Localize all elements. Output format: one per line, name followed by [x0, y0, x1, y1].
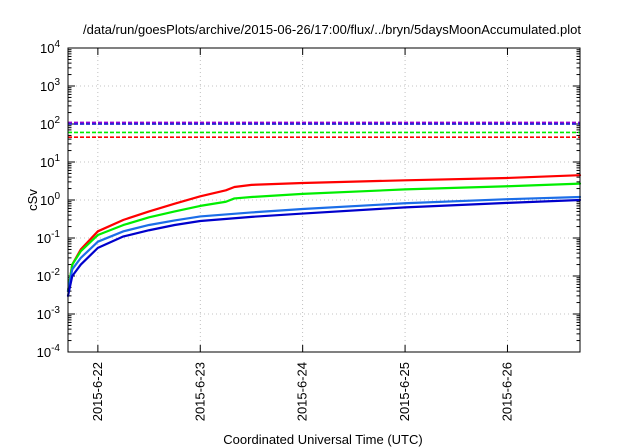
x-axis-label: Coordinated Universal Time (UTC): [223, 432, 422, 447]
y-tick-exponent: 3: [54, 77, 60, 88]
y-tick-base: 10: [40, 117, 54, 132]
y-tick-label: 10-2: [37, 267, 61, 284]
y-tick-base: 10: [37, 307, 51, 322]
x-tick-label: 2015-6-24: [295, 362, 310, 421]
y-tick-exponent: 2: [54, 115, 60, 126]
y-tick-label: 104: [40, 39, 60, 56]
y-tick-base: 10: [37, 231, 51, 246]
series-line: [66, 182, 582, 293]
y-tick-base: 10: [37, 345, 51, 360]
y-tick-exponent: -4: [51, 343, 60, 354]
plot-frame: [67, 47, 581, 353]
y-tick-base: 10: [40, 79, 54, 94]
y-tick-base: 10: [40, 155, 54, 170]
y-tick-label: 10-4: [37, 343, 61, 360]
series-line: [66, 195, 582, 293]
y-axis-label: cSv: [25, 189, 40, 211]
y-tick-base: 10: [37, 269, 51, 284]
y-tick-label: 101: [40, 153, 60, 170]
x-tick-label: 2015-6-25: [397, 362, 412, 421]
chart-title: /data/run/goesPlots/archive/2015-06-26/1…: [83, 22, 581, 37]
y-tick-exponent: 0: [54, 191, 60, 202]
x-tick-label: 2015-6-22: [90, 362, 105, 421]
y-tick-base: 10: [40, 193, 54, 208]
series-line: [66, 174, 582, 293]
y-tick-label: 103: [40, 77, 60, 94]
y-tick-label: 100: [40, 191, 60, 208]
y-tick-exponent: -3: [51, 305, 60, 316]
series-group: [66, 121, 582, 297]
y-tick-label: 10-3: [37, 305, 61, 322]
y-tick-exponent: -2: [51, 267, 60, 278]
series-line: [66, 198, 582, 297]
y-tick-exponent: 1: [54, 153, 60, 164]
y-tick-exponent: 4: [54, 39, 60, 50]
y-tick-label: 102: [40, 115, 60, 132]
y-tick-label: 10-1: [37, 229, 61, 246]
x-tick-label: 2015-6-23: [192, 362, 207, 421]
x-tick-label: 2015-6-26: [499, 362, 514, 421]
x-axis: 2015-6-22 2015-6-23 2015-6-24 2015-6-25 2015…: [90, 48, 514, 421]
y-tick-exponent: -1: [51, 229, 60, 240]
y-tick-base: 10: [40, 41, 54, 56]
